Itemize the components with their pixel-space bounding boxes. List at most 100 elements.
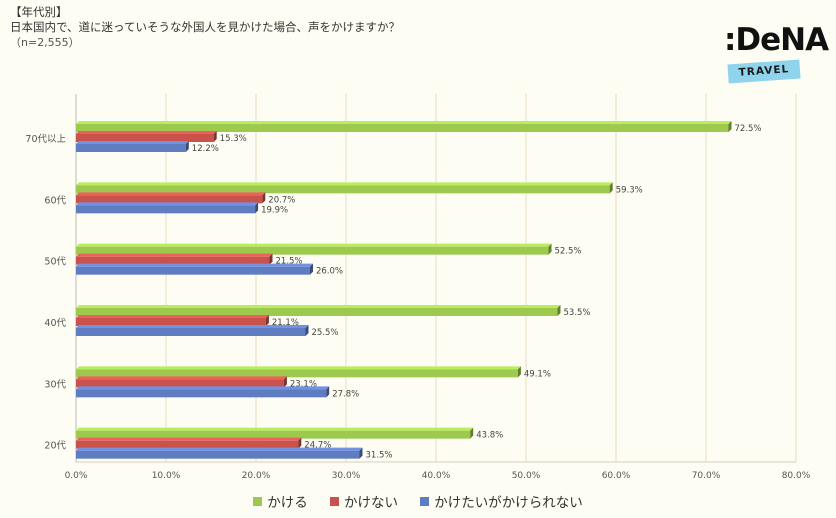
category-label: 20代 bbox=[44, 441, 66, 452]
data-label: 27.8% bbox=[332, 389, 359, 399]
bar bbox=[76, 430, 471, 439]
bar bbox=[76, 134, 214, 142]
legend-swatch-kaketai bbox=[420, 497, 430, 506]
legend-item-kaketai: かけたいがかけられない bbox=[420, 491, 583, 511]
x-tick-label: 40.0% bbox=[422, 471, 451, 481]
bar-top-face bbox=[76, 376, 287, 380]
bar bbox=[76, 246, 549, 255]
legend-label-kakeru: かける bbox=[267, 495, 308, 511]
chart-legend: かける かけない かけたいがかけられない bbox=[0, 491, 836, 511]
bar-side-face bbox=[728, 121, 732, 132]
data-label: 19.9% bbox=[261, 205, 288, 215]
legend-label-kaketai: かけたいがかけられない bbox=[434, 495, 583, 511]
data-label: 72.5% bbox=[735, 124, 762, 134]
data-label: 20.7% bbox=[268, 195, 295, 205]
bar-side-face bbox=[310, 263, 313, 275]
bar bbox=[76, 266, 310, 275]
chart-tag: 【年代別】 bbox=[10, 5, 68, 19]
bar-side-face bbox=[298, 437, 302, 449]
data-label: 12.2% bbox=[192, 144, 219, 154]
bar-top-face bbox=[76, 182, 613, 186]
x-tick-label: 10.0% bbox=[152, 471, 181, 481]
bar-top-face bbox=[76, 202, 259, 206]
bar-side-face bbox=[305, 325, 309, 336]
bar-top-face bbox=[76, 131, 217, 134]
x-tick-label: 80.0% bbox=[782, 471, 811, 481]
data-label: 52.5% bbox=[555, 247, 582, 257]
category-label: 70代以上 bbox=[25, 134, 66, 145]
bar-top-face bbox=[76, 192, 266, 196]
data-label: 31.5% bbox=[366, 451, 393, 461]
chart-title: 日本国内で、道に迷っていそうな外国人を見かけた場合、声をかけますか？ bbox=[10, 20, 400, 34]
bar bbox=[76, 450, 360, 459]
logo-wordmark: :DeNA bbox=[724, 22, 829, 58]
bar-top-face bbox=[76, 366, 521, 370]
data-label: 53.5% bbox=[564, 308, 591, 318]
bar bbox=[76, 185, 610, 194]
bar-side-face bbox=[262, 192, 266, 204]
bar-top-face bbox=[76, 437, 302, 441]
legend-swatch-kakenai bbox=[330, 497, 339, 506]
bar-side-face bbox=[557, 305, 561, 316]
bar-side-face bbox=[269, 253, 273, 265]
x-tick-label: 20.0% bbox=[242, 471, 271, 481]
category-label: 30代 bbox=[44, 379, 66, 390]
bar-side-face bbox=[359, 447, 363, 459]
bar bbox=[76, 440, 299, 449]
data-label: 25.5% bbox=[312, 328, 339, 338]
bar bbox=[76, 195, 263, 204]
x-tick-label: 30.0% bbox=[332, 471, 361, 481]
bar bbox=[76, 144, 186, 152]
bar bbox=[76, 256, 270, 265]
bar-side-face bbox=[548, 243, 552, 255]
data-label: 43.8% bbox=[476, 431, 503, 441]
bar bbox=[76, 379, 284, 388]
data-label: 21.1% bbox=[272, 318, 299, 328]
bar-top-face bbox=[76, 325, 309, 328]
bar-side-face bbox=[609, 182, 613, 194]
data-label: 59.3% bbox=[616, 185, 643, 195]
sample-size: （n=2,555） bbox=[10, 36, 80, 49]
bar-side-face bbox=[255, 202, 259, 214]
bar-top-face bbox=[76, 263, 313, 267]
chart-header: 【年代別】 日本国内で、道に迷っていそうな外国人を見かけた場合、声をかけますか？… bbox=[10, 5, 400, 50]
bar bbox=[76, 369, 518, 378]
bar bbox=[76, 308, 558, 316]
dena-travel-logo: :DeNA TRAVEL bbox=[718, 22, 829, 86]
bar-top-face bbox=[76, 427, 474, 431]
bar-top-face bbox=[76, 141, 189, 144]
bar-top-face bbox=[76, 315, 269, 318]
bar-side-face bbox=[470, 427, 474, 439]
bar-side-face bbox=[265, 315, 269, 326]
x-tick-label: 70.0% bbox=[692, 471, 721, 481]
legend-item-kakeru: かける bbox=[253, 491, 308, 511]
category-label: 40代 bbox=[44, 318, 66, 329]
bar-side-face bbox=[517, 366, 521, 378]
bar-top-face bbox=[76, 447, 363, 451]
bar bbox=[76, 124, 729, 132]
bar-side-face bbox=[283, 376, 287, 388]
bar-top-face bbox=[76, 243, 552, 247]
data-label: 21.5% bbox=[276, 257, 303, 267]
legend-label-kakenai: かけない bbox=[344, 495, 398, 511]
bar-side-face bbox=[213, 131, 217, 142]
bar-top-face bbox=[76, 386, 330, 390]
data-label: 24.7% bbox=[304, 441, 331, 451]
x-tick-label: 50.0% bbox=[512, 471, 541, 481]
bar bbox=[76, 328, 306, 336]
bar-top-face bbox=[76, 253, 273, 257]
legend-swatch-kakeru bbox=[253, 497, 263, 506]
data-label: 23.1% bbox=[290, 379, 317, 389]
bar-top-face bbox=[76, 121, 732, 124]
bar-top-face bbox=[76, 305, 561, 308]
data-label: 26.0% bbox=[316, 267, 343, 277]
bar bbox=[76, 318, 266, 326]
legend-item-kakenai: かけない bbox=[330, 491, 398, 511]
bar bbox=[76, 389, 327, 398]
bar-side-face bbox=[185, 141, 189, 152]
category-label: 50代 bbox=[44, 257, 66, 268]
bar-side-face bbox=[326, 386, 330, 398]
data-label: 15.3% bbox=[220, 134, 247, 144]
data-label: 49.1% bbox=[524, 369, 551, 379]
